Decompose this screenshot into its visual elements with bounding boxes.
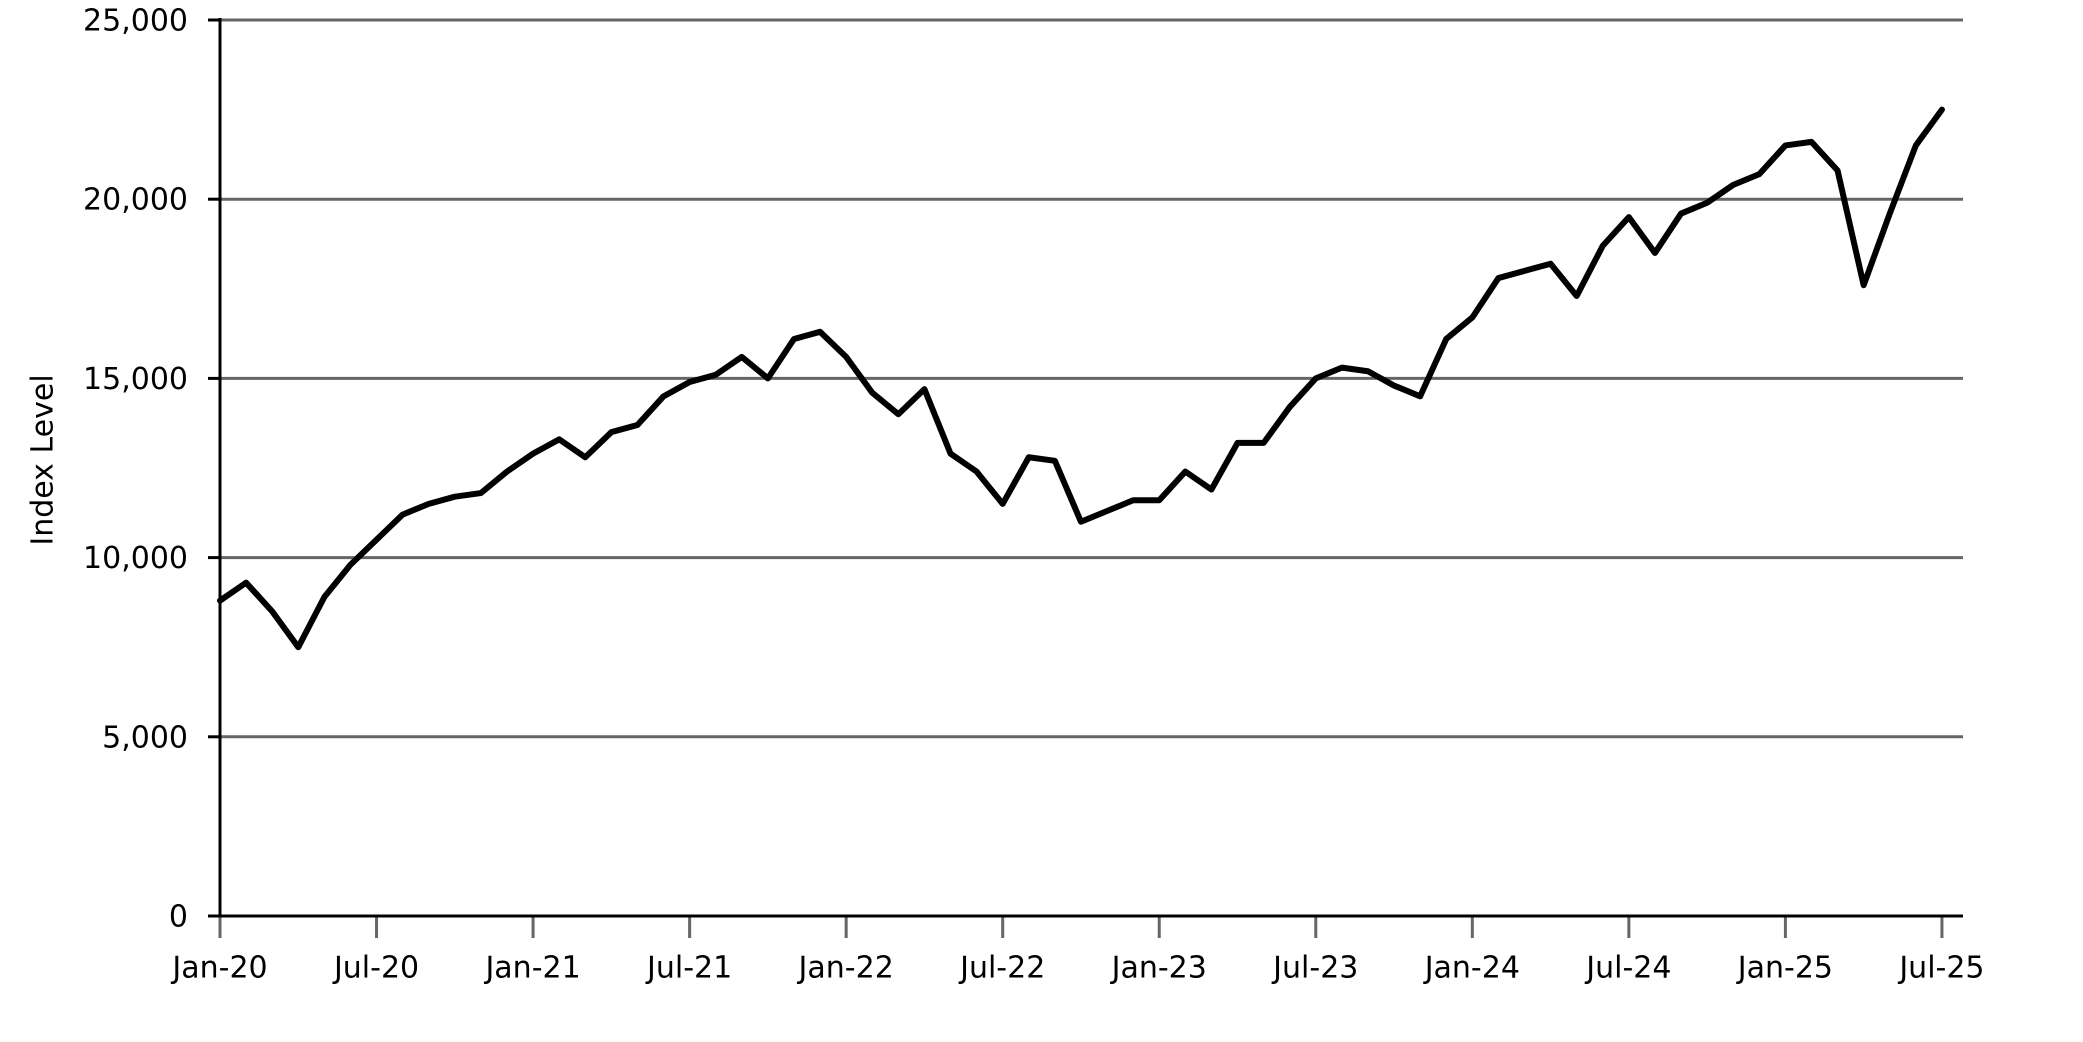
- x-tick-label: Jan-24: [1423, 951, 1520, 986]
- y-tick-label: 10,000: [83, 541, 188, 576]
- y-tick-label: 0: [169, 900, 188, 935]
- x-tick-label: Jan-22: [797, 951, 894, 986]
- x-tick-label: Jan-21: [483, 951, 580, 986]
- y-axis-label: Index Level: [26, 374, 61, 545]
- x-tick-label: Jan-25: [1736, 951, 1833, 986]
- y-tick-label: 5,000: [102, 720, 188, 755]
- x-tick-label: Jul-21: [645, 951, 732, 986]
- x-tick-label: Jan-20: [170, 951, 267, 986]
- y-tick-label: 15,000: [83, 362, 188, 397]
- x-tick-label: Jul-22: [958, 951, 1045, 986]
- series-line: [217, 106, 1945, 651]
- x-tick-label: Jul-24: [1584, 951, 1671, 986]
- x-tick-label: Jul-23: [1271, 951, 1358, 986]
- x-tick-label: Jan-23: [1110, 951, 1207, 986]
- x-tick-label: Jul-25: [1897, 951, 1984, 986]
- x-tick-label: Jul-20: [332, 951, 419, 986]
- y-tick-label: 25,000: [83, 4, 188, 39]
- y-tick-label: 20,000: [83, 183, 188, 218]
